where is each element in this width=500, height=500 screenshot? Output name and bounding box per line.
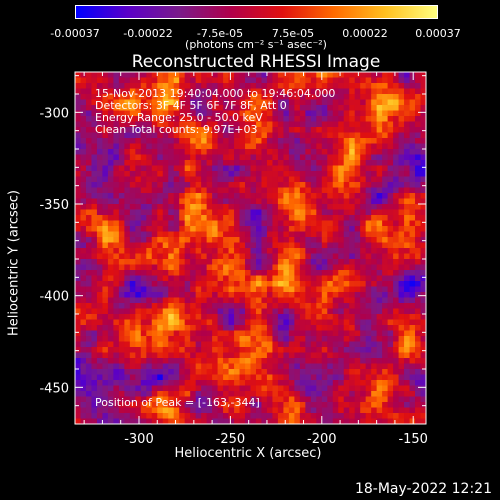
detectors-label: Detectors: 3F 4F 5F 6F 7F 8F, Att 0 [95, 99, 287, 112]
colorbar-tick: 7.5e-05 [271, 27, 315, 40]
colorbar-tick: -7.5e-05 [196, 27, 244, 40]
colorbar-tick: 0.00022 [342, 27, 388, 40]
x-tick-label: -200 [307, 432, 337, 447]
x-tick-label: -300 [124, 432, 154, 447]
x-tick-label: -150 [398, 432, 428, 447]
plot-frame [74, 71, 427, 425]
time-range-label: 15-Nov-2013 19:40:04.000 to 19:46:04.000 [95, 87, 336, 100]
colorbar-tick: -0.00037 [50, 27, 100, 40]
colorbar [75, 5, 438, 19]
energy-range-label: Energy Range: 25.0 - 50.0 keV [95, 111, 263, 124]
plot-timestamp: 18-May-2022 12:21 [354, 481, 492, 497]
peak-position-label: Position of Peak = [-163,-344] [95, 396, 260, 409]
y-tick-label: -400 [39, 290, 69, 305]
y-tick-label: -350 [39, 198, 69, 213]
x-axis-label: Heliocentric X (arcsec) [174, 446, 322, 461]
colorbar-tick: 0.00037 [415, 27, 461, 40]
image-cells [75, 72, 427, 425]
colorbar-tick: -0.00022 [123, 27, 173, 40]
x-tick-label: -250 [216, 432, 246, 447]
y-tick-label: -450 [39, 381, 69, 396]
clean-counts-label: Clean Total counts: 9.97E+03 [95, 123, 258, 136]
plot-title: Reconstructed RHESSI Image [131, 52, 381, 72]
y-axis-label: Heliocentric Y (arcsec) [6, 190, 22, 336]
y-tick-label: -300 [39, 106, 69, 121]
colorbar-unit-label: (photons cm⁻² s⁻¹ asec⁻²) [185, 38, 327, 51]
